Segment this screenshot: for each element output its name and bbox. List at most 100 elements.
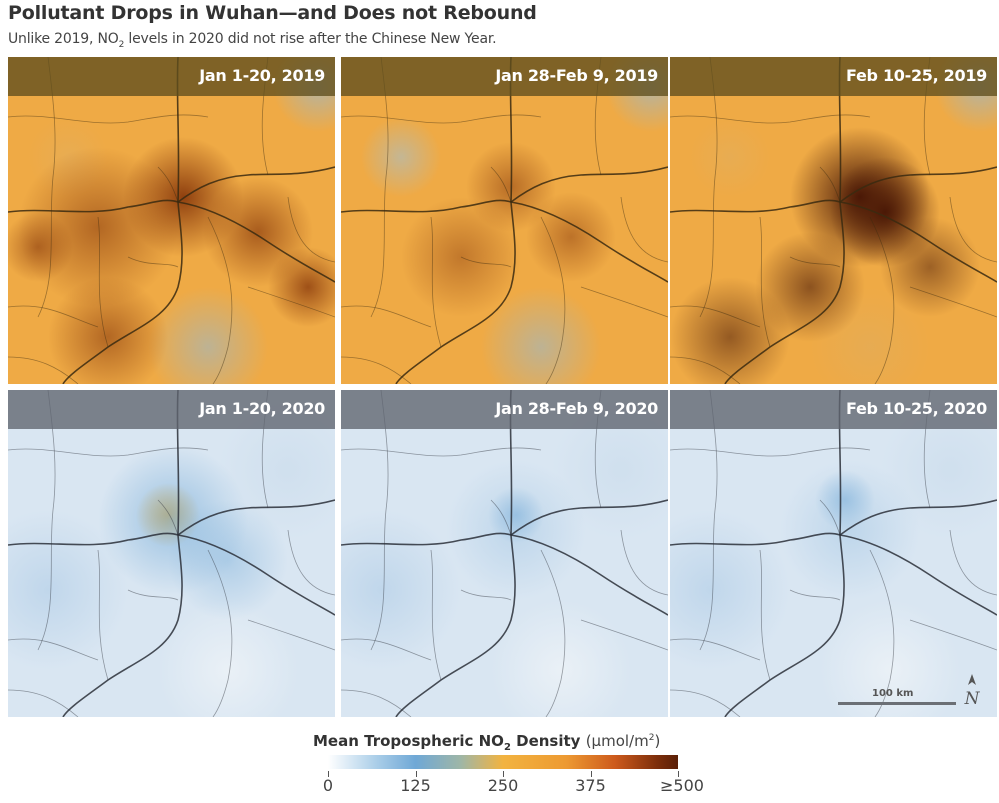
map-panel-late-jan-2019: Jan 28-Feb 9, 2019 [341, 57, 668, 384]
panel-date-label: Jan 28-Feb 9, 2019 [495, 66, 658, 85]
road-line [157, 499, 179, 536]
no2-concentration-area [361, 117, 441, 197]
road-line [869, 216, 895, 384]
road-line [157, 166, 179, 203]
no2-concentration-area [341, 510, 461, 670]
road-line [341, 114, 542, 124]
road-line [670, 356, 741, 384]
scale-bar-label: 100 km [872, 688, 914, 699]
road-line [510, 166, 668, 203]
road-line [247, 619, 335, 651]
road-line [460, 256, 512, 268]
no2-concentration-area [670, 510, 790, 670]
road-line [37, 57, 56, 318]
road-line [341, 305, 432, 328]
north-symbol: N [964, 689, 981, 708]
no2-map [670, 57, 997, 384]
road-line [8, 356, 79, 384]
road-line [97, 216, 109, 348]
no2-concentration-area [526, 192, 616, 282]
road-line [759, 549, 771, 681]
road-line [724, 57, 845, 384]
road-line [580, 619, 668, 651]
road-line [127, 256, 179, 268]
panel-header-band [341, 390, 668, 429]
road-line [341, 689, 412, 717]
road-line [490, 499, 512, 536]
road-line [839, 499, 997, 536]
road-line [207, 549, 233, 717]
road-line [789, 256, 841, 268]
road-line [8, 689, 79, 717]
road-line [62, 57, 183, 384]
road-line [341, 356, 412, 384]
panel-date-label: Jan 28-Feb 9, 2020 [495, 399, 658, 418]
road-line [510, 499, 668, 536]
panel-header-band [8, 390, 335, 429]
legend-title-text: Mean Tropospheric NO [313, 732, 504, 750]
no2-concentration-area [780, 460, 920, 600]
road-line [670, 305, 761, 328]
no2-concentration-area [690, 117, 770, 197]
road-line [8, 114, 209, 124]
panel-header-band [670, 390, 997, 429]
legend-tick-label: 375 [575, 776, 606, 795]
no2-map [341, 390, 668, 717]
legend-tick-mark [678, 771, 679, 777]
panel-header-band [8, 57, 335, 96]
subtitle-subscript: 2 [118, 39, 125, 50]
road-line [540, 549, 566, 717]
legend-tick-label: ≥500 [660, 776, 704, 795]
no2-concentration-area [48, 277, 168, 384]
road-line [430, 216, 442, 348]
map-panel-feb-2019: Feb 10-25, 2019 [670, 57, 997, 384]
legend-title-text-end: Density [510, 732, 581, 750]
road-line [839, 166, 997, 203]
road-line [949, 529, 997, 596]
road-line [247, 286, 335, 318]
units-text: (μmol/m [585, 732, 649, 750]
legend-tick-mark [415, 771, 417, 777]
road-line [341, 638, 432, 661]
road-line [620, 196, 668, 263]
no2-map [670, 390, 997, 717]
map-panel-jan-2020: Jan 1-20, 2020 [8, 390, 335, 717]
north-arrow-icon: N [964, 674, 981, 708]
road-line [869, 549, 895, 717]
road-line [670, 447, 871, 457]
no2-concentration-area [446, 460, 586, 600]
no2-concentration-area [8, 212, 73, 282]
road-line [62, 390, 183, 717]
road-line [699, 57, 718, 318]
panel-header-band [341, 57, 668, 96]
no2-concentration-area [158, 600, 298, 717]
no2-concentration-area [268, 247, 335, 327]
panel-header-band [670, 57, 997, 96]
road-line [909, 619, 997, 651]
no2-concentration-area [880, 217, 980, 317]
road-line [395, 57, 516, 384]
no2-concentration-area [481, 287, 601, 384]
panel-date-label: Jan 1-20, 2020 [199, 399, 325, 418]
no2-map [8, 57, 335, 384]
road-line [670, 638, 761, 661]
color-scale-bar [328, 755, 678, 769]
road-line [670, 689, 741, 717]
no2-concentration-area [401, 197, 521, 317]
no2-concentration-area [670, 277, 790, 384]
map-panel-feb-2020: Feb 10-25, 2020 [670, 390, 997, 717]
road-line [819, 499, 841, 536]
subtitle-text-end: levels in 2020 did not rise after the Ch… [124, 31, 497, 47]
legend-tick-mark [590, 771, 592, 777]
road-line [540, 216, 566, 384]
legend-tick-mark [328, 771, 329, 777]
panel-date-label: Feb 10-25, 2020 [845, 399, 987, 418]
road-line [287, 529, 335, 596]
road-line [724, 390, 845, 717]
no2-map [8, 390, 335, 717]
scale-bar [838, 702, 956, 705]
page-subtitle: Unlike 2019, NO2 levels in 2020 did not … [8, 31, 497, 50]
road-line [949, 196, 997, 263]
road-line [490, 166, 512, 203]
road-line [127, 589, 179, 601]
